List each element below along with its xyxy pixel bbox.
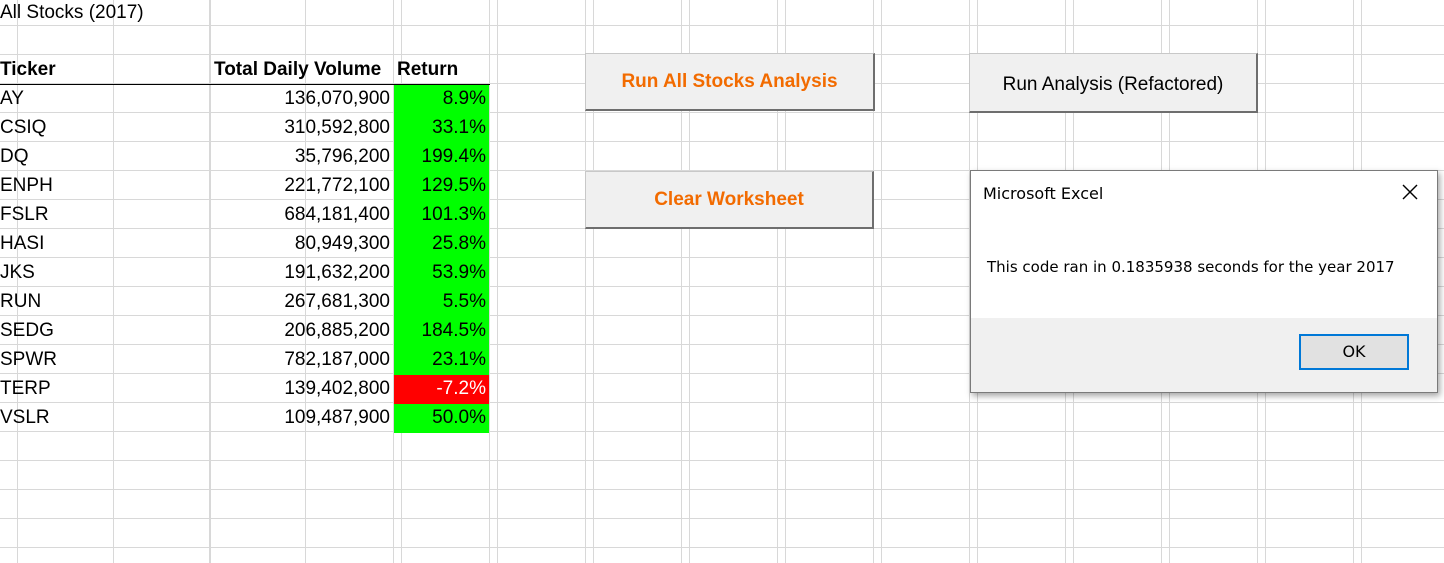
row-gridline	[0, 373, 1444, 374]
ticker-cell[interactable]: RUN	[0, 291, 42, 312]
ticker-cell[interactable]: VSLR	[0, 407, 50, 428]
row-gridline	[0, 257, 1444, 258]
volume-cell[interactable]: 35,796,200	[294, 146, 390, 167]
return-cell[interactable]: 23.1%	[394, 346, 489, 375]
header-border	[0, 84, 490, 85]
ticker-cell[interactable]: DQ	[0, 146, 29, 167]
volume-cell[interactable]: 136,070,900	[284, 88, 390, 109]
column-gridline	[873, 0, 874, 563]
header-ticker[interactable]: Ticker	[0, 59, 56, 80]
close-icon[interactable]	[1399, 181, 1421, 203]
row-gridline	[0, 25, 1444, 26]
volume-cell[interactable]: 191,632,200	[284, 262, 390, 283]
column-gridline	[681, 0, 682, 563]
volume-cell[interactable]: 267,681,300	[284, 291, 390, 312]
return-cell[interactable]: -7.2%	[394, 375, 489, 404]
header-return[interactable]: Return	[397, 59, 459, 80]
dialog-message: This code ran in 0.1835938 seconds for t…	[987, 258, 1395, 276]
sheet-title[interactable]: All Stocks (2017)	[0, 2, 144, 23]
column-gridline	[969, 0, 970, 563]
return-cell[interactable]: 8.9%	[394, 85, 489, 114]
run-all-stocks-button[interactable]: Run All Stocks Analysis	[585, 53, 875, 111]
volume-cell[interactable]: 221,772,100	[284, 175, 390, 196]
row-gridline	[0, 402, 1444, 403]
column-gridline	[585, 0, 586, 563]
dialog-title: Microsoft Excel	[983, 184, 1104, 203]
ticker-cell[interactable]: SPWR	[0, 349, 57, 370]
column-gridline	[393, 0, 394, 563]
row-gridline	[0, 489, 1444, 490]
row-gridline	[0, 170, 1444, 171]
volume-cell[interactable]: 310,592,800	[284, 117, 390, 138]
row-gridline	[0, 547, 1444, 548]
volume-cell[interactable]: 684,181,400	[284, 204, 390, 225]
ok-button[interactable]: OK	[1299, 334, 1409, 370]
row-gridline	[0, 518, 1444, 519]
ticker-cell[interactable]: AY	[0, 88, 24, 109]
return-cell[interactable]: 101.3%	[394, 201, 489, 230]
run-refactored-button[interactable]: Run Analysis (Refactored)	[969, 53, 1258, 113]
column-gridline	[489, 0, 490, 563]
ticker-cell[interactable]: TERP	[0, 378, 51, 399]
clear-worksheet-button[interactable]: Clear Worksheet	[585, 171, 874, 229]
row-gridline	[0, 286, 1444, 287]
row-gridline	[0, 344, 1444, 345]
row-gridline	[0, 460, 1444, 461]
ticker-cell[interactable]: JKS	[0, 262, 35, 283]
volume-cell[interactable]: 80,949,300	[294, 233, 390, 254]
ticker-cell[interactable]: ENPH	[0, 175, 53, 196]
ticker-cell[interactable]: SEDG	[0, 320, 54, 341]
row-gridline	[0, 431, 1444, 432]
ticker-cell[interactable]: CSIQ	[0, 117, 47, 138]
column-gridline	[777, 0, 778, 563]
column-gridline	[210, 0, 211, 563]
return-cell[interactable]: 199.4%	[394, 143, 489, 172]
row-gridline	[0, 112, 1444, 113]
return-cell[interactable]: 50.0%	[394, 404, 489, 433]
row-gridline	[0, 141, 1444, 142]
volume-cell[interactable]: 206,885,200	[284, 320, 390, 341]
header-volume[interactable]: Total Daily Volume	[214, 59, 382, 80]
return-cell[interactable]: 184.5%	[394, 317, 489, 346]
return-cell[interactable]: 33.1%	[394, 114, 489, 143]
return-cell[interactable]: 5.5%	[394, 288, 489, 317]
ticker-cell[interactable]: FSLR	[0, 204, 49, 225]
ticker-cell[interactable]: HASI	[0, 233, 45, 254]
return-cell[interactable]: 25.8%	[394, 230, 489, 259]
volume-cell[interactable]: 139,402,800	[284, 378, 390, 399]
return-cell[interactable]: 129.5%	[394, 172, 489, 201]
return-cell[interactable]: 53.9%	[394, 259, 489, 288]
volume-cell[interactable]: 109,487,900	[284, 407, 390, 428]
dialog-footer: OK	[971, 318, 1437, 392]
volume-cell[interactable]: 782,187,000	[284, 349, 390, 370]
message-dialog: Microsoft Excel This code ran in 0.18359…	[970, 170, 1438, 393]
row-gridline	[0, 315, 1444, 316]
